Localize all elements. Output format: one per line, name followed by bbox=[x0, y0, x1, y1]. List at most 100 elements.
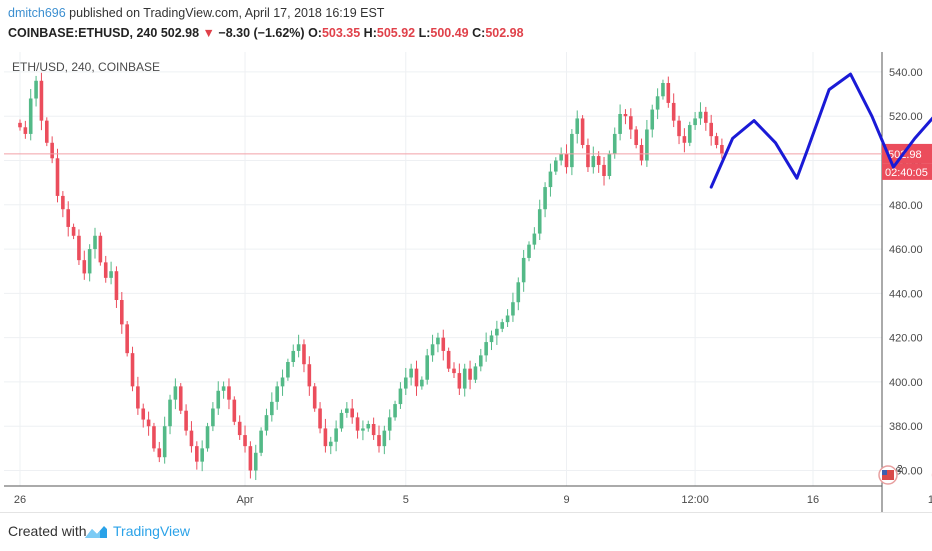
candle-body bbox=[570, 133, 574, 168]
x-tick-label: 9 bbox=[563, 494, 569, 506]
candle-body bbox=[98, 235, 103, 263]
price-chart[interactable]: ETH/USD, 240, COINBASE360.00380.00400.00… bbox=[0, 52, 932, 512]
candle-body bbox=[28, 98, 33, 134]
candle-body bbox=[452, 368, 456, 374]
author-link[interactable]: dmitch696 bbox=[8, 6, 66, 20]
close-value: 502.98 bbox=[485, 26, 524, 40]
candle-body bbox=[666, 83, 671, 103]
candle-body bbox=[398, 388, 403, 405]
candle-body bbox=[489, 335, 494, 343]
candle-body bbox=[693, 118, 697, 126]
candle-body bbox=[623, 114, 628, 117]
candle-body bbox=[318, 408, 322, 429]
y-tick-label: 440.00 bbox=[889, 288, 923, 300]
y-tick-label: 520.00 bbox=[889, 111, 923, 123]
candle-body bbox=[473, 366, 478, 380]
candle-body bbox=[661, 83, 665, 97]
candle-body bbox=[645, 129, 649, 161]
candle-body bbox=[425, 355, 430, 380]
candle-body bbox=[430, 344, 435, 356]
candle-body bbox=[607, 153, 612, 176]
candle-body bbox=[618, 114, 622, 134]
event-count: 2 bbox=[897, 464, 903, 475]
candle-body bbox=[527, 244, 531, 258]
footer: Created with TradingView bbox=[0, 512, 932, 551]
candle-body bbox=[136, 386, 140, 409]
candle-body bbox=[720, 145, 724, 154]
candle-body bbox=[312, 386, 317, 409]
last-price-tag bbox=[882, 143, 932, 164]
y-tick-label: 420.00 bbox=[889, 333, 923, 345]
candle-body bbox=[162, 426, 167, 458]
x-tick-label: 12:00 bbox=[928, 494, 932, 506]
candle-body bbox=[120, 300, 124, 325]
candle-body bbox=[655, 96, 660, 110]
candle-body bbox=[580, 118, 585, 145]
candle-body bbox=[698, 111, 703, 119]
x-tick-label: 12:00 bbox=[681, 494, 709, 506]
candle-body bbox=[109, 271, 113, 278]
candle-body bbox=[505, 315, 510, 323]
high-label: H: bbox=[363, 26, 377, 40]
candle-body bbox=[355, 417, 360, 431]
candle-body bbox=[586, 145, 590, 168]
candle-body bbox=[82, 260, 87, 274]
flag-canton bbox=[882, 470, 887, 475]
candle-body bbox=[39, 80, 44, 121]
candle-body bbox=[34, 80, 38, 99]
candle-body bbox=[296, 344, 301, 351]
candle-body bbox=[205, 426, 210, 449]
down-arrow-icon: ▼ bbox=[202, 26, 215, 40]
candle-body bbox=[55, 158, 60, 196]
candle-body bbox=[596, 156, 601, 165]
candle-body bbox=[270, 401, 274, 416]
candle-body bbox=[253, 452, 258, 471]
tradingview-brand[interactable]: TradingView bbox=[113, 523, 191, 539]
close-label: C: bbox=[472, 26, 486, 40]
candle-body bbox=[66, 209, 71, 227]
candle-body bbox=[195, 446, 199, 462]
candle-body bbox=[350, 408, 354, 418]
candle-body bbox=[468, 368, 472, 380]
price-change: −8.30 (−1.62%) bbox=[218, 26, 305, 40]
candle-body bbox=[516, 282, 521, 303]
x-tick-label: 5 bbox=[403, 494, 409, 506]
publish-line: dmitch696 published on TradingView.com, … bbox=[8, 6, 384, 20]
chart-title: ETH/USD, 240, COINBASE bbox=[12, 60, 160, 74]
candle-body bbox=[211, 408, 215, 427]
candle-body bbox=[152, 426, 156, 449]
candle-body bbox=[382, 430, 387, 447]
candle-body bbox=[87, 249, 92, 274]
candle-body bbox=[50, 142, 54, 159]
candle-body bbox=[629, 116, 633, 130]
y-tick-label: 460.00 bbox=[889, 244, 923, 256]
y-tick-label: 480.00 bbox=[889, 200, 923, 212]
candle-body bbox=[709, 122, 713, 137]
open-label: O: bbox=[308, 26, 322, 40]
y-tick-label: 380.00 bbox=[889, 421, 923, 433]
candle-body bbox=[221, 386, 226, 391]
candle-body bbox=[286, 362, 290, 378]
candle-body bbox=[687, 125, 692, 143]
candle-body bbox=[125, 324, 129, 354]
candle-body bbox=[130, 353, 135, 387]
candle-body bbox=[409, 368, 413, 378]
candle-body bbox=[548, 171, 553, 188]
candle-body bbox=[237, 421, 242, 436]
flag-stripes bbox=[882, 470, 894, 480]
candle-body bbox=[543, 187, 547, 210]
candle-body bbox=[275, 386, 279, 402]
candle-body bbox=[591, 156, 596, 168]
candle-body bbox=[371, 424, 376, 436]
candle-body bbox=[704, 111, 708, 123]
candle-body bbox=[532, 233, 537, 245]
candle-body bbox=[484, 342, 488, 356]
candle-body bbox=[141, 408, 146, 420]
candle-body bbox=[575, 118, 580, 134]
y-tick-label: 540.00 bbox=[889, 67, 923, 79]
candle-body bbox=[393, 404, 397, 418]
x-tick-label: 16 bbox=[807, 494, 819, 506]
candle-body bbox=[114, 271, 119, 300]
candle-body bbox=[178, 386, 183, 411]
x-tick-label: Apr bbox=[236, 494, 253, 506]
